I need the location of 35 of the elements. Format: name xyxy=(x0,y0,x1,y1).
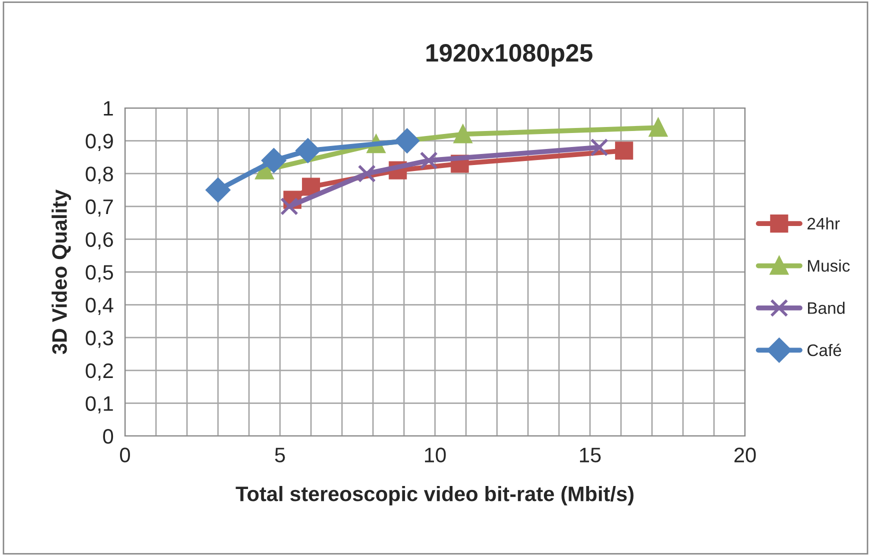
x-tick-label: 0 xyxy=(120,448,130,462)
point xyxy=(590,138,608,156)
x-tick-label: 20 xyxy=(734,448,756,462)
point xyxy=(206,178,230,202)
y-tick-label: 0,3 xyxy=(86,330,113,348)
x-tick-label: 10 xyxy=(425,448,446,462)
y-tick-label: 0,4 xyxy=(86,298,114,316)
y-tick-label: 0,2 xyxy=(86,363,113,381)
y-tick-label: 0,9 xyxy=(86,134,113,152)
y-tick-label: 0,8 xyxy=(86,166,113,184)
y-tick-label: 0,1 xyxy=(86,396,113,414)
x-tick-label: 15 xyxy=(580,448,601,462)
point xyxy=(394,128,420,153)
y-tick-label: 0,7 xyxy=(86,199,113,217)
y-tick-label: 0 xyxy=(103,429,114,444)
legend-label: Music xyxy=(808,260,850,272)
point xyxy=(649,118,668,137)
point xyxy=(302,178,320,196)
point xyxy=(296,138,320,163)
point xyxy=(454,125,472,144)
point xyxy=(420,151,438,170)
chart-title: 1920x1080p25 xyxy=(426,44,592,67)
point xyxy=(358,164,376,183)
y-tick-label: 0,5 xyxy=(86,265,114,282)
point xyxy=(280,197,298,216)
y-axis-title: 3D Video Quality xyxy=(52,190,72,354)
x-axis-title: Total stereoscopic video bit-rate (Mbit/s) xyxy=(236,486,634,506)
x-tick-label: 5 xyxy=(275,448,285,462)
point xyxy=(615,142,634,160)
point xyxy=(262,148,286,173)
legend-label: 24hr xyxy=(808,217,840,230)
legend-label: Band xyxy=(808,302,845,314)
y-tick-label: 1 xyxy=(104,101,113,116)
y-tick-label: 0,6 xyxy=(86,232,113,250)
legend-label: Café xyxy=(808,344,842,356)
